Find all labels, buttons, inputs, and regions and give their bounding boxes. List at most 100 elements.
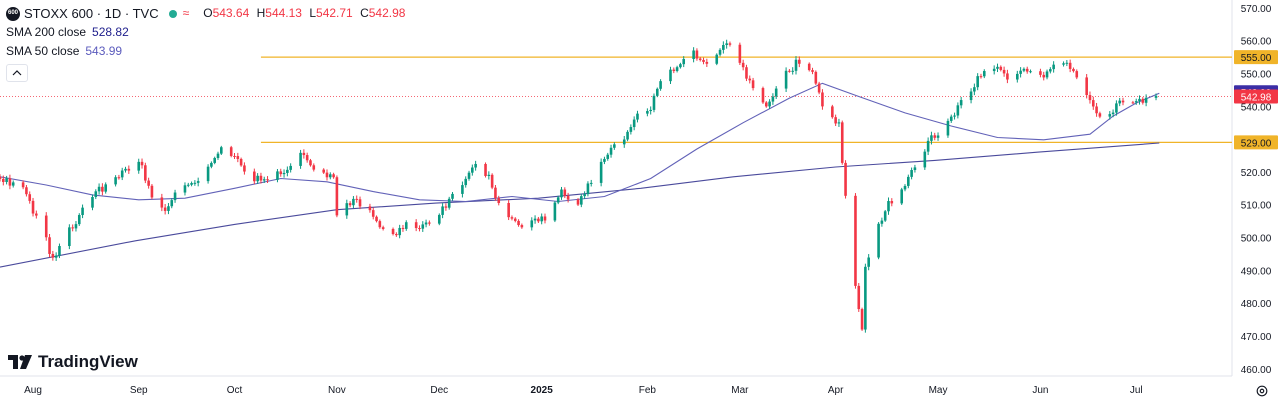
candle-body [243,165,246,172]
candle-body [1072,68,1075,72]
candle-body [213,157,216,163]
candle-body [368,206,372,211]
candle-body [580,196,583,205]
settings-gear-icon[interactable] [1255,384,1269,398]
candle-body [791,70,795,72]
candle-body [834,117,837,124]
candle-body [31,200,35,214]
candle-body [626,131,629,140]
candle-body [877,223,880,258]
candle-body [969,91,973,101]
candle-body [239,158,243,166]
candle-body [322,169,325,173]
candle-body [649,109,652,112]
candle-body [629,127,633,132]
candle-body [1088,95,1092,101]
candle-body [603,158,606,162]
candle-body [196,181,200,183]
y-tick-label: 480.00 [1241,299,1272,310]
market-status-dot-icon [168,9,177,18]
symbol-title[interactable]: STOXX 600 · 1D · TVC [24,6,159,21]
candle-body [444,206,448,208]
candle-body [418,228,421,230]
candle-body [698,58,702,60]
price-tag-label: 542.98 [1241,93,1272,104]
candle-body [946,120,950,136]
candle-body [831,106,834,118]
candle-body [956,105,960,116]
candle-body [725,43,728,45]
candle-body [487,174,491,176]
candle-body [421,224,425,229]
candle-body [348,203,352,206]
candle-body [814,71,818,84]
candle-body [771,96,775,102]
chevron-up-icon [12,70,22,76]
logo-text: TradingView [38,352,138,371]
candle-body [299,152,302,166]
candle-body [566,195,570,200]
candle-body [682,59,686,65]
candle-body [1111,112,1115,115]
horizontal-line-tag-label: 529.00 [1241,138,1272,149]
candle-body [345,203,349,216]
candle-body [959,100,963,106]
candle-body [127,168,131,171]
candle-body [692,50,695,60]
candle-body [1144,97,1148,103]
candle-body [1115,103,1118,113]
x-tick-label: Nov [328,385,346,396]
x-tick-label: Oct [227,385,243,396]
candle-body [1095,106,1098,114]
candle-body [395,234,398,236]
horizontal-line-tag [1234,135,1278,150]
sma200-row[interactable]: SMA 200 close 528.82 [6,23,409,42]
candle-body [441,206,444,215]
candle-body [953,115,956,117]
sma50-row[interactable]: SMA 50 close 543.99 [6,42,409,61]
candle-body [761,88,765,103]
candle-body [335,177,339,216]
candle-body [748,78,752,81]
candle-body [309,160,312,166]
x-tick-label: Aug [24,385,42,396]
symbol-logo-icon: 600 [6,6,20,21]
candle-body [193,182,197,184]
candle-body [1006,73,1009,80]
candle-body [124,168,127,171]
candle-body [576,199,580,205]
candle-body [867,257,870,267]
candle-body [695,50,699,59]
candle-body [1098,113,1102,117]
candle-body [117,177,121,179]
candle-body [844,162,847,196]
candle-body [583,194,586,197]
symbol-row[interactable]: 600 STOXX 600 · 1D · TVC ≈ O543.64 H544.… [6,4,409,23]
candle-body [520,225,524,228]
candle-body [741,62,745,68]
candle-body [669,69,672,82]
candle-body [253,171,256,182]
candle-body [563,189,567,196]
candle-body [1025,68,1029,72]
candle-body [262,179,266,181]
candle-body [167,206,170,211]
candle-body [276,171,279,180]
candle-body [490,174,494,188]
collapse-legend-button[interactable] [6,64,28,82]
candle-body [437,214,441,224]
candle-body [1019,70,1022,74]
sma200-value: 528.82 [92,25,129,39]
tradingview-logo[interactable]: TradingView [8,352,138,372]
candle-body [622,139,626,145]
candle-body [150,185,154,198]
candle-body [414,222,418,229]
candle-body [58,246,61,256]
candle-body [926,140,930,152]
candle-body [375,216,378,222]
candle-body [837,122,841,124]
candle-body [659,81,662,89]
candle-body [51,253,55,258]
candle-body [774,88,778,97]
